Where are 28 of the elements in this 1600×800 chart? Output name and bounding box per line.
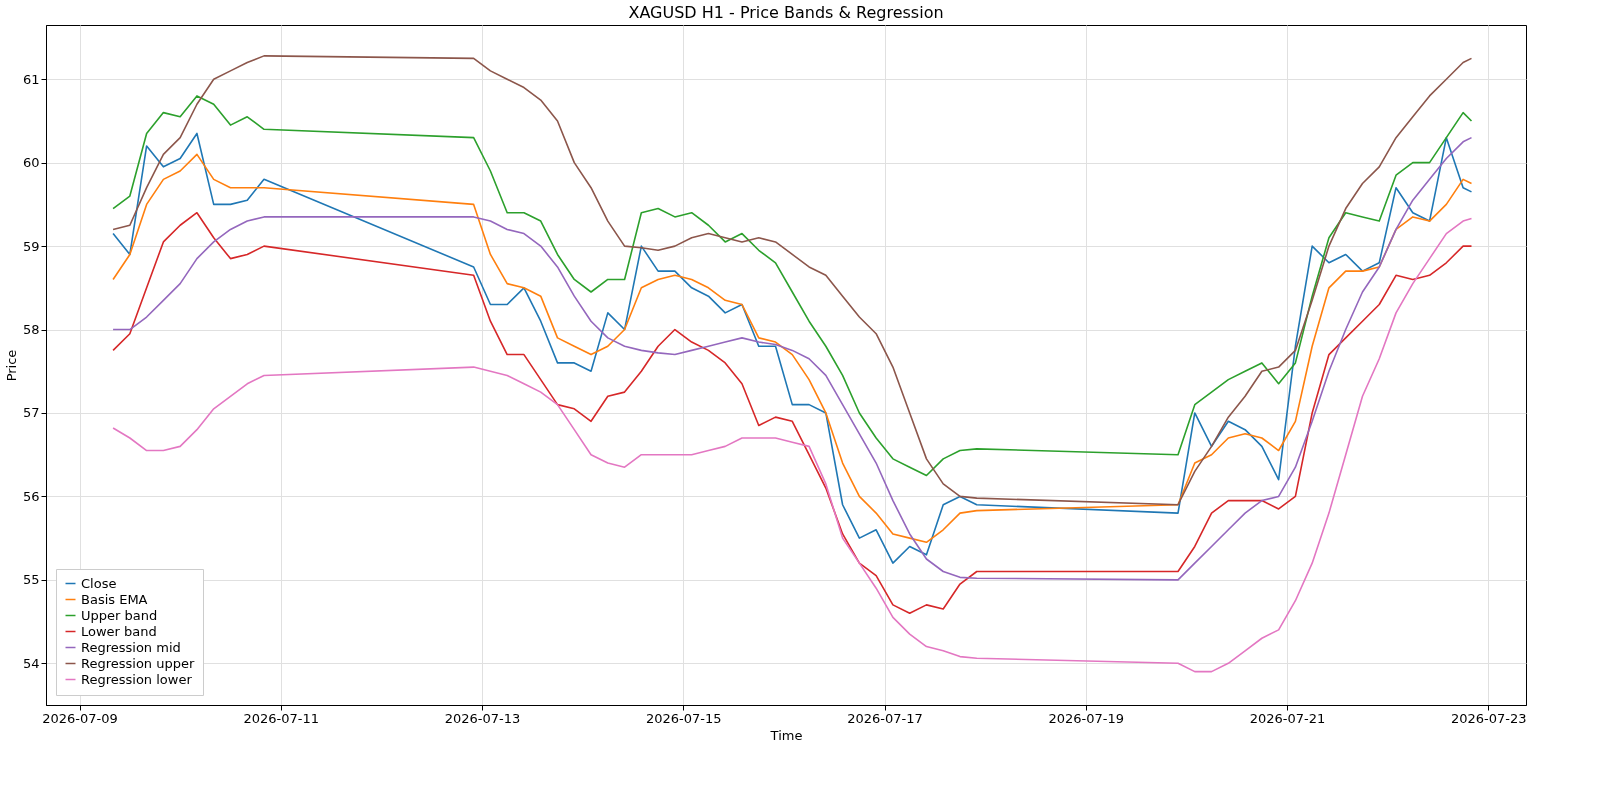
x-axis-title: Time xyxy=(769,727,803,743)
x-tick-label: 2026-07-23 xyxy=(1450,710,1527,726)
x-tick-label: 2026-07-21 xyxy=(1249,710,1326,726)
y-tick-label: 55 xyxy=(22,572,40,588)
y-tick-label: 56 xyxy=(22,488,40,504)
legend-label: Close xyxy=(81,575,117,591)
line-series xyxy=(112,55,1473,506)
y-tick-label: 61 xyxy=(22,71,40,87)
y-axis-title: Price xyxy=(3,349,19,382)
x-tick-label: 2026-07-15 xyxy=(646,710,722,726)
legend-label: Upper band xyxy=(81,607,158,623)
y-tick-label: 57 xyxy=(22,405,40,421)
chart-title: XAGUSD H1 - Price Bands & Regression xyxy=(628,3,944,22)
legend-label: Regression lower xyxy=(81,671,193,687)
legend-label: Lower band xyxy=(81,623,157,639)
x-tick-label: 2026-07-13 xyxy=(444,710,521,726)
legend-label: Basis EMA xyxy=(81,591,148,607)
y-tick-label: 60 xyxy=(22,155,40,171)
x-tick-label: 2026-07-19 xyxy=(1048,710,1125,726)
y-tick-label: 58 xyxy=(22,322,40,338)
x-tick-label: 2026-07-11 xyxy=(243,710,320,726)
x-tick-label: 2026-07-17 xyxy=(847,710,923,726)
y-tick-label: 54 xyxy=(22,655,40,671)
line-series xyxy=(112,95,1473,477)
y-tick-label: 59 xyxy=(22,238,40,254)
legend-label: Regression mid xyxy=(81,639,181,655)
x-tick-label: 2026-07-09 xyxy=(42,710,118,726)
legend-label: Regression upper xyxy=(81,655,195,671)
